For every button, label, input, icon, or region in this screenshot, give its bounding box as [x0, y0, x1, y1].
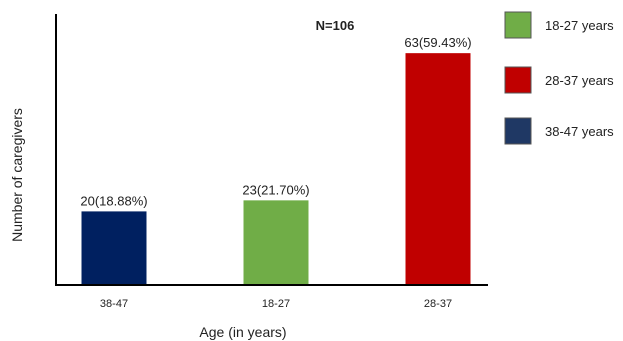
sample-size-annotation: N=106: [316, 18, 355, 33]
bar-38-47: [81, 211, 147, 285]
y-axis-label: Number of caregivers: [9, 108, 25, 242]
x-tick-label-38-47: 38-47: [100, 298, 128, 310]
legend: 18-27 years 28-37 years 38-47 years: [504, 11, 614, 145]
x-axis-label: Age (in years): [199, 324, 286, 340]
x-tick-label-28-37: 28-37: [424, 298, 452, 310]
legend-swatch-38-47-years: [504, 117, 532, 145]
legend-label-18-27-years: 18-27 years: [545, 18, 614, 33]
legend-label-28-37-years: 28-37 years: [545, 73, 614, 88]
legend-swatch-18-27-years: [504, 11, 532, 39]
value-labels-group: 20(18.88%) 23(21.70%) 63(59.43%): [80, 35, 471, 208]
x-tick-labels-group: 38-47 18-27 28-37: [100, 298, 452, 310]
bar-18-27: [243, 200, 309, 285]
bars-group: [81, 53, 471, 285]
value-label-38-47: 20(18.88%): [80, 193, 147, 208]
bar-28-37: [405, 53, 471, 285]
value-label-18-27: 23(21.70%): [242, 182, 309, 197]
x-tick-label-18-27: 18-27: [262, 298, 290, 310]
legend-label-38-47-years: 38-47 years: [545, 124, 614, 139]
value-label-28-37: 63(59.43%): [404, 35, 471, 50]
legend-swatch-28-37-years: [504, 66, 532, 94]
